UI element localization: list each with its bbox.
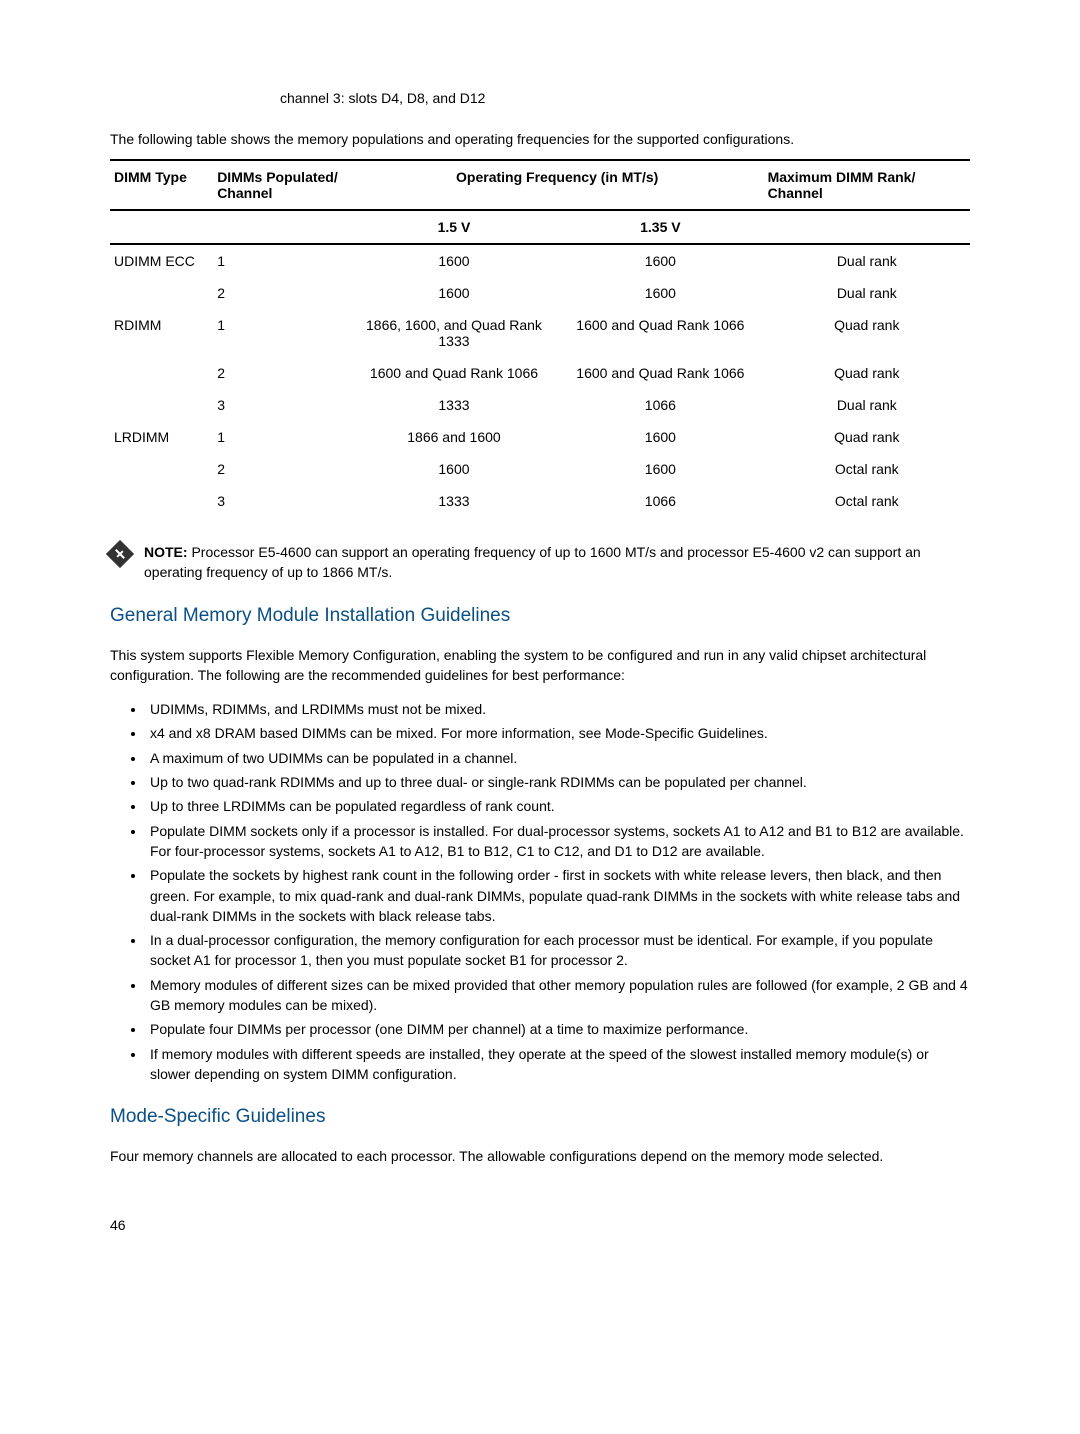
section2-paragraph: Four memory channels are allocated to ea… — [110, 1146, 970, 1166]
cell-type: LRDIMM — [110, 421, 213, 453]
cell-v15: 1600 and Quad Rank 1066 — [351, 357, 557, 389]
cell-rank: Dual rank — [764, 244, 970, 277]
col-header-freq: Operating Frequency (in MT/s) — [351, 160, 764, 210]
list-item: Populate DIMM sockets only if a processo… — [146, 821, 970, 862]
cell-v135: 1066 — [557, 485, 763, 517]
col-header-populated: DIMMs Populated/ Channel — [213, 160, 351, 210]
cell-rank: Quad rank — [764, 309, 970, 357]
memory-frequency-table: DIMM Type DIMMs Populated/ Channel Opera… — [110, 159, 970, 517]
section1-paragraph: This system supports Flexible Memory Con… — [110, 645, 970, 686]
cell-pop: 3 — [213, 389, 351, 421]
page-number: 46 — [110, 1217, 970, 1233]
channel-slots-text: channel 3: slots D4, D8, and D12 — [280, 90, 970, 106]
cell-v15: 1866, 1600, and Quad Rank 1333 — [351, 309, 557, 357]
cell-v15: 1600 — [351, 453, 557, 485]
table-body: UDIMM ECC 1 1600 1600 Dual rank 2 1600 1… — [110, 244, 970, 517]
cell-pop: 1 — [213, 309, 351, 357]
list-item: UDIMMs, RDIMMs, and LRDIMMs must not be … — [146, 699, 970, 719]
list-item: In a dual-processor configuration, the m… — [146, 930, 970, 971]
cell-type — [110, 453, 213, 485]
list-item: Memory modules of different sizes can be… — [146, 975, 970, 1016]
cell-type — [110, 357, 213, 389]
list-item: Up to two quad-rank RDIMMs and up to thr… — [146, 772, 970, 792]
cell-pop: 2 — [213, 357, 351, 389]
table-row: 3 1333 1066 Octal rank — [110, 485, 970, 517]
cell-rank: Octal rank — [764, 485, 970, 517]
note-icon — [106, 540, 134, 568]
subheader-empty — [213, 210, 351, 244]
cell-v135: 1600 — [557, 421, 763, 453]
cell-v15: 1333 — [351, 485, 557, 517]
note-text: NOTE: Processor E5-4600 can support an o… — [144, 542, 970, 583]
cell-type: RDIMM — [110, 309, 213, 357]
note-block: NOTE: Processor E5-4600 can support an o… — [110, 542, 970, 583]
subheader-1-5v: 1.5 V — [351, 210, 557, 244]
table-row: RDIMM 1 1866, 1600, and Quad Rank 1333 1… — [110, 309, 970, 357]
cell-type: UDIMM ECC — [110, 244, 213, 277]
col-header-dimmtype: DIMM Type — [110, 160, 213, 210]
list-item: Up to three LRDIMMs can be populated reg… — [146, 796, 970, 816]
cell-v135: 1600 and Quad Rank 1066 — [557, 357, 763, 389]
list-item: Populate the sockets by highest rank cou… — [146, 865, 970, 926]
subheader-empty — [110, 210, 213, 244]
guidelines-list: UDIMMs, RDIMMs, and LRDIMMs must not be … — [110, 699, 970, 1084]
document-page: channel 3: slots D4, D8, and D12 The fol… — [0, 0, 1080, 1293]
cell-rank: Quad rank — [764, 357, 970, 389]
subheader-empty — [764, 210, 970, 244]
cell-pop: 1 — [213, 244, 351, 277]
list-item: Populate four DIMMs per processor (one D… — [146, 1019, 970, 1039]
cell-pop: 2 — [213, 277, 351, 309]
cell-type — [110, 389, 213, 421]
cell-rank: Dual rank — [764, 389, 970, 421]
cell-pop: 3 — [213, 485, 351, 517]
cell-type — [110, 277, 213, 309]
table-row: 2 1600 1600 Dual rank — [110, 277, 970, 309]
section-heading-general: General Memory Module Installation Guide… — [110, 605, 970, 627]
cell-rank: Quad rank — [764, 421, 970, 453]
table-row: 2 1600 and Quad Rank 1066 1600 and Quad … — [110, 357, 970, 389]
list-item: x4 and x8 DRAM based DIMMs can be mixed.… — [146, 723, 970, 743]
cell-v15: 1600 — [351, 244, 557, 277]
table-row: 2 1600 1600 Octal rank — [110, 453, 970, 485]
cell-v135: 1600 — [557, 244, 763, 277]
cell-v15: 1866 and 1600 — [351, 421, 557, 453]
list-item: If memory modules with different speeds … — [146, 1044, 970, 1085]
cell-v135: 1600 — [557, 277, 763, 309]
cell-v135: 1600 and Quad Rank 1066 — [557, 309, 763, 357]
subheader-1-35v: 1.35 V — [557, 210, 763, 244]
col-header-maxrank: Maximum DIMM Rank/ Channel — [764, 160, 970, 210]
cell-v135: 1066 — [557, 389, 763, 421]
cell-rank: Dual rank — [764, 277, 970, 309]
table-row: UDIMM ECC 1 1600 1600 Dual rank — [110, 244, 970, 277]
note-body: Processor E5-4600 can support an operati… — [144, 544, 921, 580]
cell-v135: 1600 — [557, 453, 763, 485]
note-label: NOTE: — [144, 544, 188, 560]
table-intro-text: The following table shows the memory pop… — [110, 131, 970, 147]
table-row: 3 1333 1066 Dual rank — [110, 389, 970, 421]
cell-pop: 1 — [213, 421, 351, 453]
cell-rank: Octal rank — [764, 453, 970, 485]
table-row: LRDIMM 1 1866 and 1600 1600 Quad rank — [110, 421, 970, 453]
cell-v15: 1600 — [351, 277, 557, 309]
cell-v15: 1333 — [351, 389, 557, 421]
section-heading-mode: Mode-Specific Guidelines — [110, 1106, 970, 1128]
cell-pop: 2 — [213, 453, 351, 485]
list-item: A maximum of two UDIMMs can be populated… — [146, 748, 970, 768]
cell-type — [110, 485, 213, 517]
